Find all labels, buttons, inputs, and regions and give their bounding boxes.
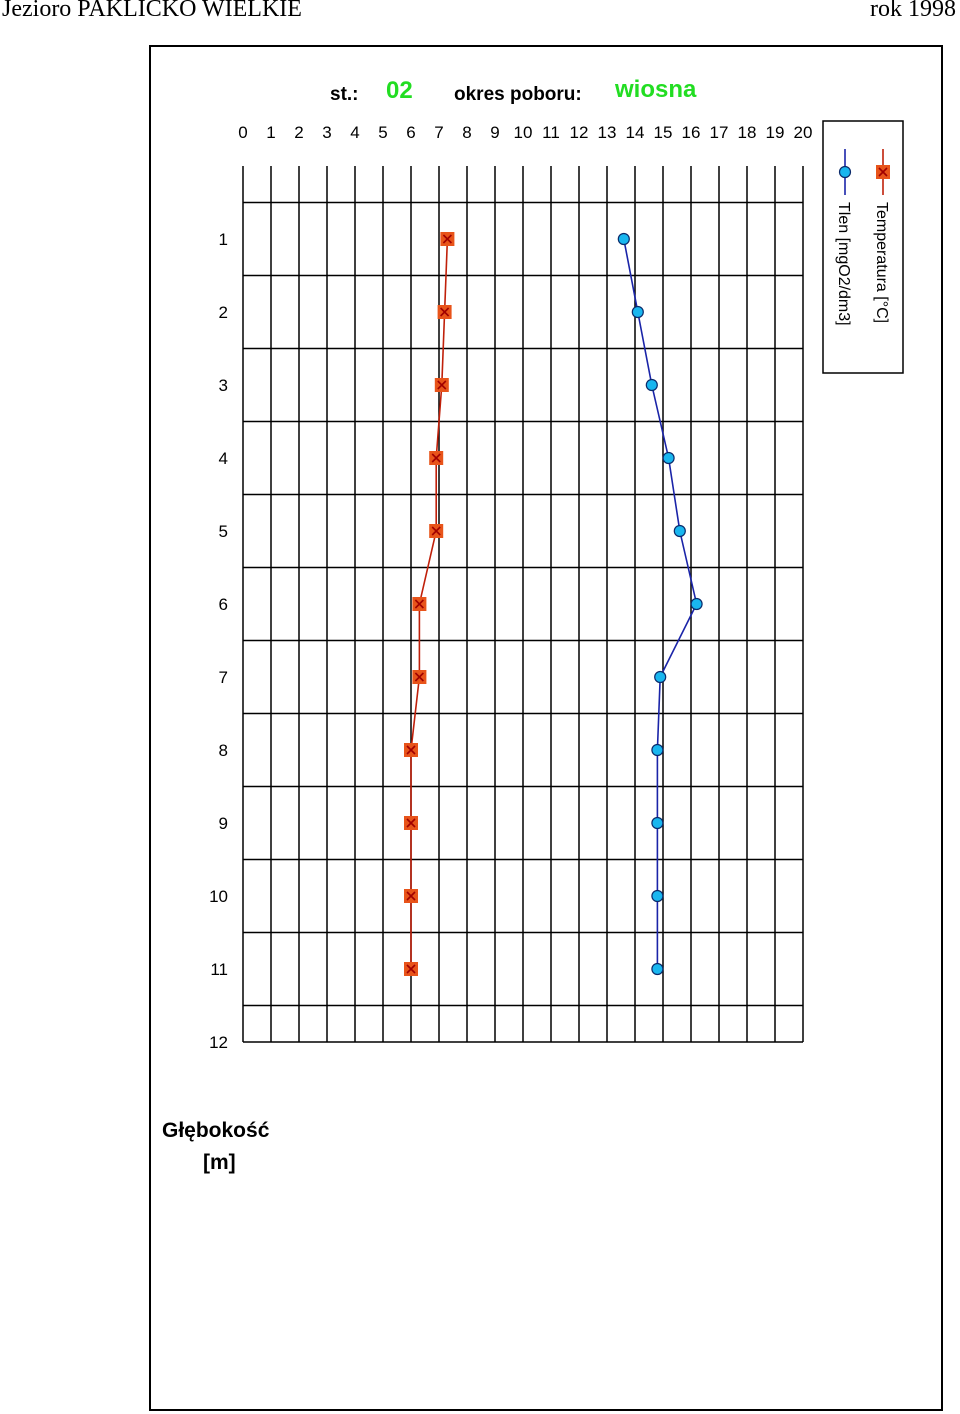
x-tick-label: 16 [682,123,701,142]
x-tick-label: 13 [598,123,617,142]
legend-label-temperature: Temperatura [°C] [873,202,890,323]
data-point-temperature [412,670,427,684]
y-tick-label: 8 [219,741,228,760]
data-point-oxygen [673,524,686,538]
marker-x [414,672,424,682]
data-point-oxygen [651,962,664,976]
data-point-oxygen [662,451,675,465]
y-tick-label: 5 [219,522,228,541]
data-point-oxygen [651,743,664,757]
legend: Temperatura [°C] Tlen [mgO2/dm3] [822,120,904,374]
y-tick-label: 7 [219,668,228,687]
grid [242,166,804,1043]
y-tick-label: 10 [209,887,228,906]
x-tick-label: 1 [266,123,275,142]
x-tick-label: 3 [322,123,331,142]
data-point-temperature [404,962,418,976]
legend-label-oxygen: Tlen [mgO2/dm3] [835,202,852,326]
year-label: rok 1998 [870,0,956,22]
marker-x [437,380,447,390]
y-tick-label: 3 [219,376,228,395]
x-tick-label: 17 [710,123,729,142]
y-tick-label: 9 [219,814,228,833]
x-tick-label: 5 [378,123,387,142]
y-tick-label: 4 [219,449,228,468]
x-tick-label: 12 [570,123,589,142]
marker-x [431,453,441,463]
x-tick-label: 9 [490,123,499,142]
marker-x [406,745,416,755]
data-point-oxygen [651,816,664,830]
x-tick-label: 8 [462,123,471,142]
x-tick-label: 18 [738,123,757,142]
x-tick-label: 6 [406,123,415,142]
marker-x [440,307,450,317]
data-point-temperature [404,816,418,830]
x-tick-labels: 0 1 2 3 4 5 6 7 8 9 10 11 12 13 14 15 16 17 18 19 20 [238,123,812,142]
data-point-temperature [412,597,427,611]
marker-x [431,526,441,536]
data-point-oxygen [690,597,703,611]
marker-x [442,234,452,244]
marker-x [406,818,416,828]
x-tick-label: 0 [238,123,247,142]
y-axis-unit: [m] [203,1151,236,1174]
data-point-temperature [429,524,444,538]
data-point-oxygen [631,305,644,319]
y-tick-label: 11 [210,960,228,979]
y-tick-label: 12 [209,1033,228,1052]
x-tick-label: 14 [626,123,645,142]
x-tick-label: 11 [542,123,560,142]
data-point-oxygen [617,232,630,246]
data-point-temperature [404,889,418,903]
page-title: Jezioro PAKLICKO WIELKIE [2,0,302,22]
data-point-temperature [404,743,418,757]
marker-x [414,599,424,609]
marker-x [406,891,416,901]
legend-marker-oxygen [838,165,852,179]
data-point-temperature [437,305,452,319]
x-tick-label: 19 [766,123,785,142]
x-tick-label: 2 [294,123,303,142]
period-value: wiosna [614,76,697,103]
chart-frame [149,45,943,1411]
y-axis-label: Głębokość [162,1119,270,1142]
marker-x [406,964,416,974]
data-point-temperature [429,451,444,465]
x-tick-label: 4 [350,123,359,142]
y-tick-label: 1 [219,230,228,249]
series-group [404,232,703,976]
data-point-oxygen [651,889,664,903]
data-point-oxygen [654,670,667,684]
x-tick-label: 10 [514,123,533,142]
y-tick-label: 2 [219,303,228,322]
x-tick-label: 7 [434,123,443,142]
x-tick-label: 20 [794,123,813,142]
station-label: st.: [330,84,359,105]
data-point-temperature [434,378,449,392]
data-point-temperature [440,232,455,246]
data-point-oxygen [645,378,658,392]
x-tick-label: 15 [654,123,673,142]
marker-x [878,167,888,177]
y-tick-label: 6 [219,595,228,614]
period-label: okres poboru: [454,84,582,105]
legend-box [822,120,904,374]
legend-marker-temperature [876,165,890,179]
station-value: 02 [386,77,413,104]
